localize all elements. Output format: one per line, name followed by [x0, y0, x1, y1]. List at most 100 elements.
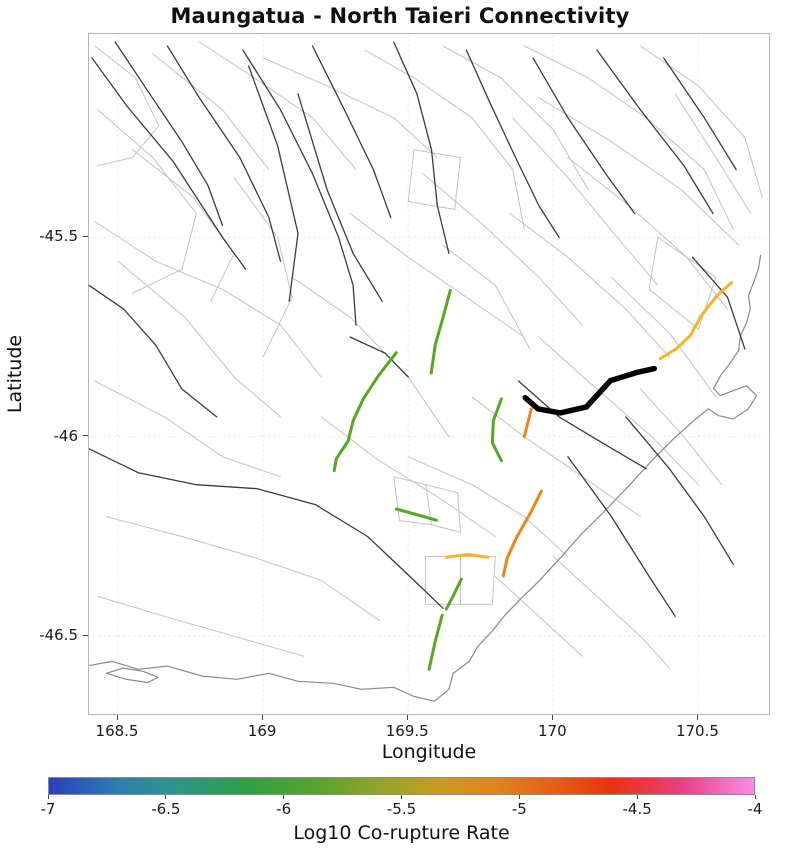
colorbar-label: Log10 Co-rupture Rate — [293, 822, 510, 844]
fault-section-line — [639, 388, 723, 486]
major-fault-line — [114, 41, 224, 227]
colorbar-tick-mark — [518, 795, 520, 799]
major-fault-line — [89, 284, 218, 418]
colorbar-tick-mark — [283, 795, 285, 799]
major-fault-line — [567, 456, 676, 617]
x-tick-mark — [406, 715, 408, 720]
y-tick-label: -46 — [53, 426, 79, 445]
colorbar-tick-label: -6.5 — [151, 800, 181, 818]
fault-section-line — [567, 157, 728, 310]
fault-section-line — [425, 484, 461, 533]
colorbar-gradient — [49, 778, 754, 794]
x-tick-label: 170.5 — [675, 722, 719, 740]
y-tick-label: -45.5 — [39, 227, 78, 246]
fault-section-line — [349, 213, 525, 338]
y-tick-mark — [83, 435, 88, 437]
x-tick-label: 169 — [247, 722, 277, 740]
major-fault-line — [517, 380, 647, 470]
major-fault-line — [297, 93, 383, 302]
corupture-segment — [394, 507, 438, 522]
colorbar-tick-mark — [636, 795, 638, 799]
colorbar-tick-label: -6 — [276, 800, 292, 818]
x-tick-mark — [261, 715, 263, 720]
fault-section-line — [494, 575, 583, 657]
corupture-segment — [332, 351, 398, 473]
major-fault-line — [691, 256, 746, 350]
corupture-segment — [427, 613, 444, 671]
fault-section-line — [422, 173, 583, 326]
map-plot — [88, 33, 771, 716]
y-tick-mark — [83, 634, 88, 636]
fault-section-line — [117, 260, 281, 418]
fault-section-line — [364, 49, 525, 230]
corupture-segment — [490, 397, 503, 463]
fault-section-line — [233, 177, 293, 358]
major-fault-line — [465, 49, 560, 239]
colorbar-tick-label: -7 — [40, 800, 56, 818]
colorbar — [48, 777, 755, 795]
x-tick-mark — [116, 715, 118, 720]
source-fault-line — [522, 365, 658, 416]
fault-section-line — [97, 109, 197, 294]
fault-section-line — [105, 516, 380, 621]
fault-section-line — [94, 380, 281, 478]
fault-section-line — [538, 97, 740, 246]
fault-section-line — [262, 57, 438, 159]
fault-section-line — [460, 556, 496, 605]
fault-section-line — [610, 276, 717, 398]
major-fault-line — [242, 49, 357, 326]
y-tick-mark — [83, 235, 88, 237]
corupture-segment — [658, 281, 733, 361]
major-fault-line — [91, 57, 247, 270]
fault-section-line — [512, 117, 659, 286]
fault-section-line — [132, 149, 235, 302]
colorbar-tick-label: -5 — [511, 800, 527, 818]
fault-section-line — [509, 213, 670, 358]
major-fault-line — [625, 416, 734, 566]
corupture-segment — [429, 288, 452, 375]
x-tick-mark — [551, 715, 553, 720]
fault-section-line — [407, 149, 461, 210]
major-fault-line — [662, 57, 737, 171]
colorbar-tick-mark — [401, 795, 402, 799]
colorbar-tick-label: -5.5 — [386, 800, 417, 818]
fault-section-line — [442, 244, 531, 350]
colorbar-tick-mark — [47, 795, 49, 799]
colorbar-tick-mark — [754, 795, 756, 799]
colorbar-tick-label: -4 — [747, 800, 763, 818]
colorbar-tick-label: -4.5 — [622, 800, 652, 818]
coastline — [105, 667, 159, 684]
major-fault-line — [532, 57, 636, 215]
corupture-segment — [501, 489, 543, 578]
fault-section-line — [198, 41, 357, 171]
fault-section-line — [538, 336, 699, 486]
major-fault-line — [349, 336, 409, 378]
map-svg — [89, 34, 771, 716]
fault-section-line — [94, 221, 322, 378]
fault-section-line — [552, 556, 670, 669]
major-fault-line — [596, 49, 714, 215]
colorbar-tick-mark — [165, 795, 167, 799]
coastline — [89, 254, 762, 702]
fault-section-line — [523, 45, 734, 230]
y-axis-label-text: Latitude — [4, 334, 27, 414]
major-fault-line — [166, 45, 282, 262]
x-tick-label: 170 — [538, 722, 567, 740]
corupture-segment — [444, 577, 463, 611]
fault-section-line — [407, 456, 569, 557]
major-fault-line — [247, 65, 299, 302]
fault-section-line — [291, 276, 450, 438]
corupture-segment — [444, 553, 490, 559]
major-fault-line — [311, 45, 392, 219]
x-tick-label: 168.5 — [95, 722, 139, 740]
fault-section-line — [97, 595, 305, 657]
y-axis-label: Latitude — [0, 33, 30, 715]
major-fault-line — [393, 41, 450, 255]
x-tick-label: 169.5 — [385, 722, 429, 740]
x-tick-mark — [696, 715, 698, 720]
corupture-segment — [522, 407, 533, 439]
fault-section-line — [471, 396, 641, 518]
major-fault-line — [89, 448, 444, 609]
fault-section-line — [648, 236, 717, 330]
